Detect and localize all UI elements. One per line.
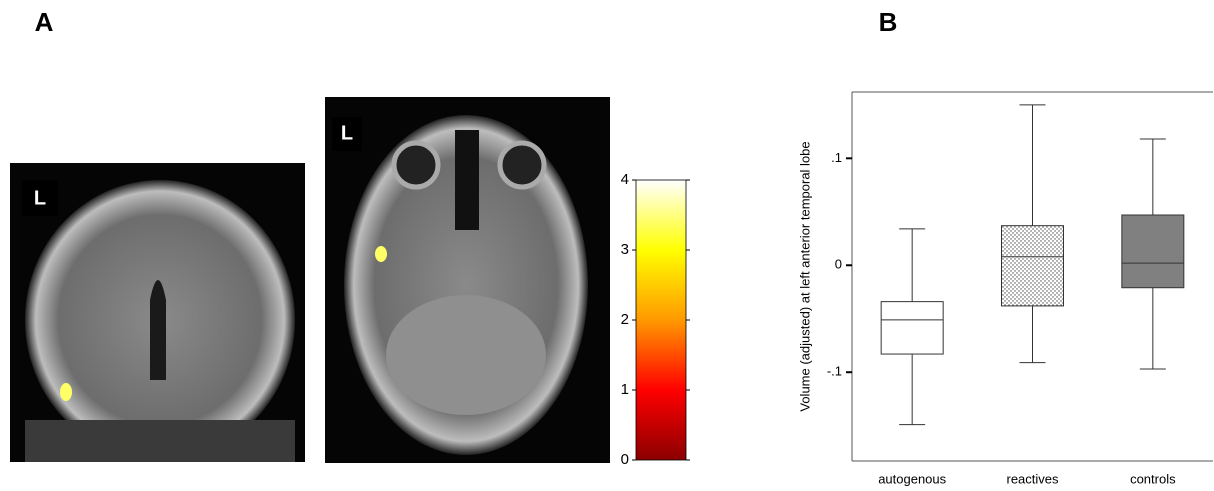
y-tick-label: 0 — [835, 257, 842, 272]
y-tick-label: 3 — [621, 241, 629, 258]
box — [1002, 226, 1064, 306]
coronal-image: L — [10, 163, 305, 462]
y-tick-label: 0 — [621, 451, 629, 468]
box — [1122, 215, 1184, 288]
panel-label: A — [35, 7, 54, 37]
x-tick-label: reactives — [1006, 471, 1059, 486]
x-tick-label: autogenous — [878, 471, 946, 486]
y-tick-label: -.1 — [827, 364, 842, 379]
y-tick-label: 2 — [621, 311, 629, 328]
figure: A B L L 0 1 2 3 4 Volume (adjusted) at left a… — [0, 0, 1214, 491]
y-tick-label: 1 — [621, 381, 629, 398]
y-tick-label: .1 — [831, 150, 842, 165]
colorbar — [636, 180, 686, 460]
image-label: L — [341, 122, 353, 144]
box — [881, 302, 943, 354]
image-label: L — [34, 187, 46, 209]
panel-label: B — [879, 7, 898, 37]
x-tick-label: controls — [1130, 471, 1176, 486]
axial-image: L — [325, 97, 610, 463]
y-tick-label: 4 — [621, 171, 629, 188]
y-axis-label: Volume (adjusted) at left anterior tempo… — [797, 141, 812, 411]
